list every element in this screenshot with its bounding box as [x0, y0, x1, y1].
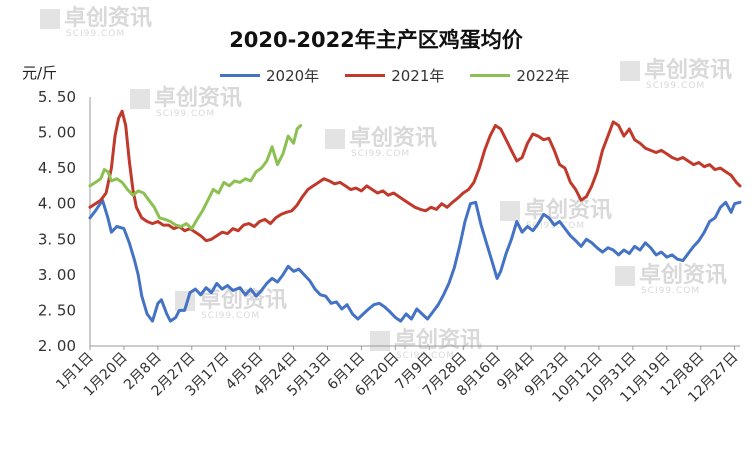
chart-title: 2020-2022年主产区鸡蛋均价 [229, 28, 523, 52]
legend-item-2022: 2022年 [470, 65, 570, 86]
watermark-logo: 卓创资讯 SCI99.COM [40, 8, 152, 39]
y-tick-label: 3. 00 [38, 266, 76, 284]
y-tick-label: 4. 00 [38, 195, 76, 213]
watermark-logo: 卓创资讯 SCI99.COM [620, 60, 732, 91]
y-tick-label: 4. 50 [38, 159, 76, 177]
legend: 2020年 2021年 2022年 [220, 65, 570, 86]
y-tick-label: 2. 50 [38, 301, 76, 319]
y-tick-label: 3. 50 [38, 230, 76, 248]
y-axis-unit-label: 元/斤 [22, 64, 58, 82]
watermark-logo: 卓创资讯 SCI99.COM [615, 265, 727, 296]
y-tick-label: 5. 00 [38, 124, 76, 142]
series-line-2022年 [88, 124, 303, 231]
legend-swatch [470, 74, 511, 77]
series-line-2020年 [88, 198, 742, 323]
legend-label: 2021年 [391, 67, 445, 85]
watermark-logo: 卓创资讯 SCI99.COM [175, 290, 287, 321]
watermark-logo: 卓创资讯 SCI99.COM [130, 88, 242, 119]
legend-item-2020: 2020年 [220, 65, 319, 86]
series-line-2021年 [88, 109, 742, 243]
legend-label: 2022年 [516, 67, 570, 85]
y-tick-label: 2. 00 [38, 337, 76, 355]
legend-swatch [220, 74, 260, 77]
legend-item-2021: 2021年 [345, 65, 444, 86]
y-tick-label: 5. 50 [38, 88, 76, 106]
legend-swatch [345, 74, 386, 77]
watermark-logo: 卓创资讯 SCI99.COM [325, 128, 437, 159]
legend-label: 2020年 [266, 67, 320, 85]
